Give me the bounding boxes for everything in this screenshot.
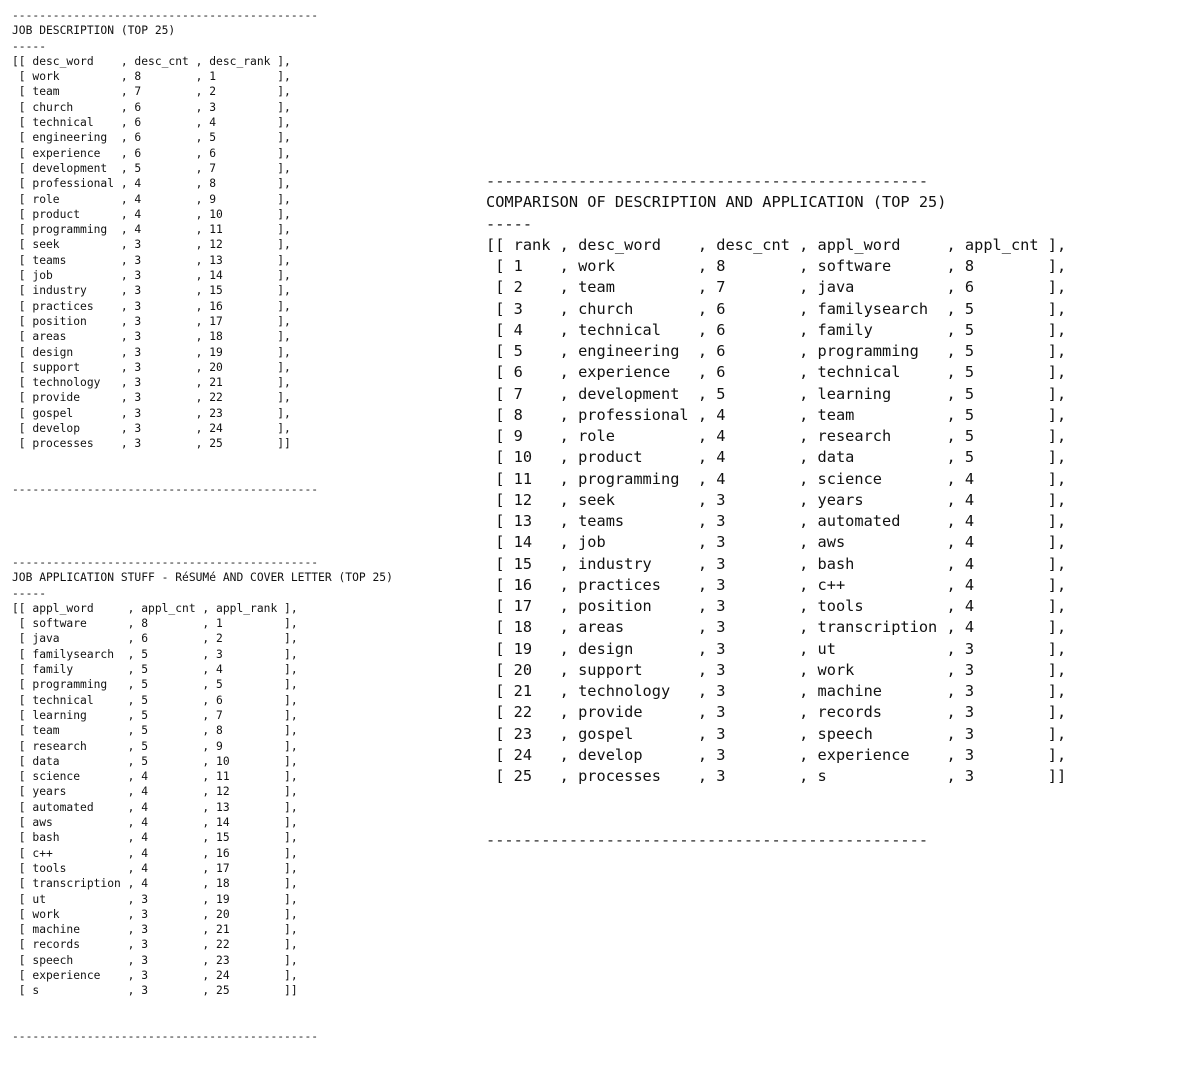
table-row: [ research , 5 , 9 ], (12, 739, 298, 753)
table-row: [ engineering , 6 , 5 ], (12, 131, 291, 145)
table-row: [ 22 , provide , 3 , records , 3 ], (486, 703, 1067, 722)
table-row: [ 25 , processes , 3 , s , 3 ]] (486, 767, 1067, 785)
table-row: [ 4 , technical , 6 , family , 5 ], (486, 320, 1067, 339)
table-row: [ seek , 3 , 12 ], (12, 238, 291, 252)
table-row: [ 6 , experience , 6 , technical , 5 ], (486, 363, 1067, 382)
table-row: [ 9 , role , 4 , research , 5 ], (486, 427, 1067, 445)
table-row: [ 15 , industry , 3 , bash , 4 ], (486, 554, 1067, 573)
table-row: [ gospel , 3 , 23 ], (12, 406, 291, 420)
table-row: [ work , 3 , 20 ], (12, 907, 298, 921)
table-row: [ bash , 4 , 15 ], (12, 831, 298, 845)
header-row: [[ rank , desc_word , desc_cnt , appl_wo… (486, 235, 1067, 254)
job-application-block: ----------------------------------------… (12, 555, 393, 1045)
table-row: [ development , 5 , 7 ], (12, 161, 291, 175)
table-row: [ programming , 4 , 11 ], (12, 223, 291, 237)
table-row: [ 16 , practices , 3 , c++ , 4 ], (486, 575, 1067, 594)
section-title: COMPARISON OF DESCRIPTION AND APPLICATIO… (486, 193, 947, 212)
table-row: [ provide , 3 , 22 ], (12, 391, 291, 405)
table-body: [ software , 8 , 1 ], [ java , 6 , 2 ], … (12, 616, 393, 998)
table-row: [ 2 , team , 7 , java , 6 ], (486, 278, 1067, 297)
table-row: [ familysearch , 5 , 3 ], (12, 647, 298, 661)
header-row: [[ desc_word , desc_cnt , desc_rank ], (12, 54, 291, 68)
table-row: [ 1 , work , 8 , software , 8 ], (486, 257, 1067, 275)
section-title: JOB DESCRIPTION (TOP 25) (12, 24, 176, 38)
table-row: [ programming , 5 , 5 ], (12, 678, 298, 692)
table-row: [ develop , 3 , 24 ], (12, 422, 291, 436)
table-row: [ experience , 6 , 6 ], (12, 146, 291, 160)
table-row: [ ut , 3 , 19 ], (12, 892, 298, 906)
table-row: [ 11 , programming , 4 , science , 4 ], (486, 469, 1067, 488)
table-row: [ automated , 4 , 13 ], (12, 800, 298, 814)
table-row: [ practices , 3 , 16 ], (12, 299, 291, 313)
table-row: [ 5 , engineering , 6 , programming , 5 … (486, 342, 1067, 360)
table-row: [ position , 3 , 17 ], (12, 314, 291, 328)
bottom-divider: ----------------------------------------… (486, 830, 929, 849)
section-title: JOB APPLICATION STUFF - RéSUMé AND COVER… (12, 571, 393, 585)
table-row: [ job , 3 , 14 ], (12, 269, 291, 283)
top-divider: ----------------------------------------… (12, 9, 319, 22)
table-row: [ machine , 3 , 21 ], (12, 923, 298, 937)
title-underline: ----- (12, 39, 47, 53)
table-row: [ 14 , job , 3 , aws , 4 ], (486, 533, 1067, 552)
table-row: [ 18 , areas , 3 , transcription , 4 ], (486, 618, 1067, 637)
table-row: [ 12 , seek , 3 , years , 4 ], (486, 490, 1067, 509)
table-row: [ family , 5 , 4 ], (12, 663, 298, 677)
table-row: [ support , 3 , 20 ], (12, 360, 291, 374)
table-row: [ records , 3 , 22 ], (12, 938, 298, 952)
table-row: [ areas , 3 , 18 ], (12, 330, 291, 344)
title-underline: ----- (486, 214, 533, 233)
table-row: [ role , 4 , 9 ], (12, 192, 291, 206)
table-row: [ years , 4 , 12 ], (12, 785, 298, 799)
table-row: [ product , 4 , 10 ], (12, 207, 291, 221)
table-row: [ processes , 3 , 25 ]] (12, 437, 291, 451)
table-row: [ science , 4 , 11 ], (12, 770, 298, 784)
job-description-block: ----------------------------------------… (12, 8, 318, 498)
table-row: [ 21 , technology , 3 , machine , 3 ], (486, 682, 1067, 700)
table-row: [ 19 , design , 3 , ut , 3 ], (486, 639, 1067, 658)
table-row: [ technology , 3 , 21 ], (12, 376, 291, 390)
table-row: [ learning , 5 , 7 ], (12, 708, 298, 722)
top-divider: ----------------------------------------… (12, 556, 319, 569)
table-row: [ 20 , support , 3 , work , 3 ], (486, 660, 1067, 679)
table-row: [ 13 , teams , 3 , automated , 4 ], (486, 512, 1067, 530)
bottom-divider: ----------------------------------------… (12, 1030, 319, 1044)
table-row: [ industry , 3 , 15 ], (12, 284, 291, 298)
bottom-divider: ----------------------------------------… (12, 483, 319, 497)
table-row: [ team , 5 , 8 ], (12, 724, 298, 738)
table-row: [ professional , 4 , 8 ], (12, 177, 291, 191)
comparison-block: ----------------------------------------… (486, 171, 1066, 851)
table-row: [ 24 , develop , 3 , experience , 3 ], (486, 745, 1067, 764)
table-row: [ s , 3 , 25 ]] (12, 984, 298, 998)
table-row: [ work , 8 , 1 ], (12, 70, 291, 84)
table-row: [ team , 7 , 2 ], (12, 85, 291, 99)
table-row: [ tools , 4 , 17 ], (12, 861, 298, 875)
table-row: [ 7 , development , 5 , learning , 5 ], (486, 384, 1067, 403)
title-underline: ----- (12, 586, 47, 600)
top-divider: ----------------------------------------… (486, 172, 929, 190)
table-row: [ technical , 5 , 6 ], (12, 693, 298, 707)
table-row: [ technical , 6 , 4 ], (12, 116, 291, 130)
table-row: [ data , 5 , 10 ], (12, 754, 298, 768)
table-row: [ c++ , 4 , 16 ], (12, 846, 298, 860)
table-row: [ 3 , church , 6 , familysearch , 5 ], (486, 299, 1067, 318)
header-row: [[ appl_word , appl_cnt , appl_rank ], (12, 601, 298, 615)
table-row: [ teams , 3 , 13 ], (12, 253, 291, 267)
table-row: [ 8 , professional , 4 , team , 5 ], (486, 405, 1067, 424)
table-row: [ 17 , position , 3 , tools , 4 ], (486, 597, 1067, 615)
table-row: [ java , 6 , 2 ], (12, 632, 298, 646)
table-row: [ speech , 3 , 23 ], (12, 953, 298, 967)
table-row: [ 10 , product , 4 , data , 5 ], (486, 448, 1067, 467)
table-body: [ 1 , work , 8 , software , 8 ], [ 2 , t… (486, 256, 1066, 787)
table-row: [ software , 8 , 1 ], (12, 617, 298, 631)
table-row: [ aws , 4 , 14 ], (12, 816, 298, 830)
table-row: [ experience , 3 , 24 ], (12, 969, 298, 983)
table-body: [ work , 8 , 1 ], [ team , 7 , 2 ], [ ch… (12, 69, 318, 451)
table-row: [ transcription , 4 , 18 ], (12, 877, 298, 891)
table-row: [ church , 6 , 3 ], (12, 100, 291, 114)
table-row: [ design , 3 , 19 ], (12, 345, 291, 359)
table-row: [ 23 , gospel , 3 , speech , 3 ], (486, 724, 1067, 743)
